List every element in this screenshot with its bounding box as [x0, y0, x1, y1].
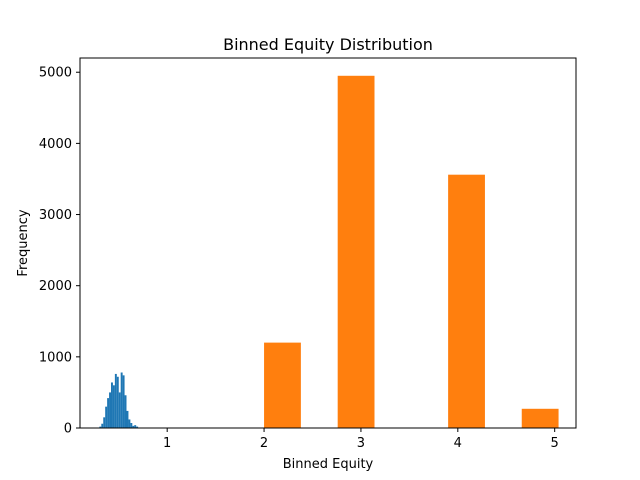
- bar-series-0-15: [128, 419, 131, 428]
- y-axis-label: Frequency: [16, 209, 31, 276]
- bar-series-0-14: [126, 410, 129, 428]
- y-tick-label-0: 0: [64, 422, 72, 437]
- axes-layer: 1 2 3 4 5 0 1000 2000 3000 4000 5000: [39, 57, 577, 451]
- y-tick-label-4: 4000: [39, 137, 72, 152]
- bar-series-0-16: [130, 423, 133, 428]
- bar-series-0-12: [122, 375, 125, 428]
- bar-series-0-17: [132, 425, 135, 428]
- bar-series-0-7: [112, 385, 115, 428]
- bar-series-0-8: [114, 373, 117, 428]
- bar-series-0-0: [99, 426, 102, 428]
- x-tick-label-2: 3: [357, 436, 365, 451]
- bar-series-0-4: [107, 398, 110, 428]
- bar-series-1-3: [337, 75, 375, 429]
- bar-series-0-19: [136, 426, 139, 428]
- bar-series-0-1: [101, 423, 104, 428]
- chart-title: Binned Equity Distribution: [223, 35, 433, 54]
- y-tick-label-3: 3000: [39, 208, 72, 223]
- x-tick-label-4: 5: [551, 436, 559, 451]
- axes-frame: [79, 57, 577, 429]
- plot-background: [80, 58, 576, 428]
- x-tick-label-0: 1: [163, 436, 171, 451]
- plot-area: [80, 58, 576, 428]
- bar-series-0-10: [118, 392, 121, 428]
- bar-series-0-9: [116, 376, 119, 428]
- bars-layer: [99, 75, 559, 429]
- bar-series-1-4: [448, 174, 485, 428]
- bar-series-0-13: [124, 395, 127, 428]
- bar-series-0-18: [134, 425, 137, 428]
- x-tick-label-3: 4: [454, 436, 462, 451]
- x-tick-label-1: 2: [260, 436, 268, 451]
- bar-series-0-5: [109, 392, 111, 428]
- bar-series-1-2: [264, 342, 301, 428]
- bar-series-0-6: [111, 382, 113, 428]
- y-tick-label-2: 2000: [39, 279, 72, 294]
- x-axis-label: Binned Equity: [283, 457, 374, 472]
- y-tick-label-5: 5000: [39, 66, 72, 81]
- y-tick-label-1: 1000: [39, 350, 72, 365]
- bar-series-1-5: [521, 408, 559, 428]
- bar-series-0-2: [103, 417, 106, 428]
- bar-series-0-3: [105, 406, 108, 428]
- bar-series-0-11: [120, 372, 123, 428]
